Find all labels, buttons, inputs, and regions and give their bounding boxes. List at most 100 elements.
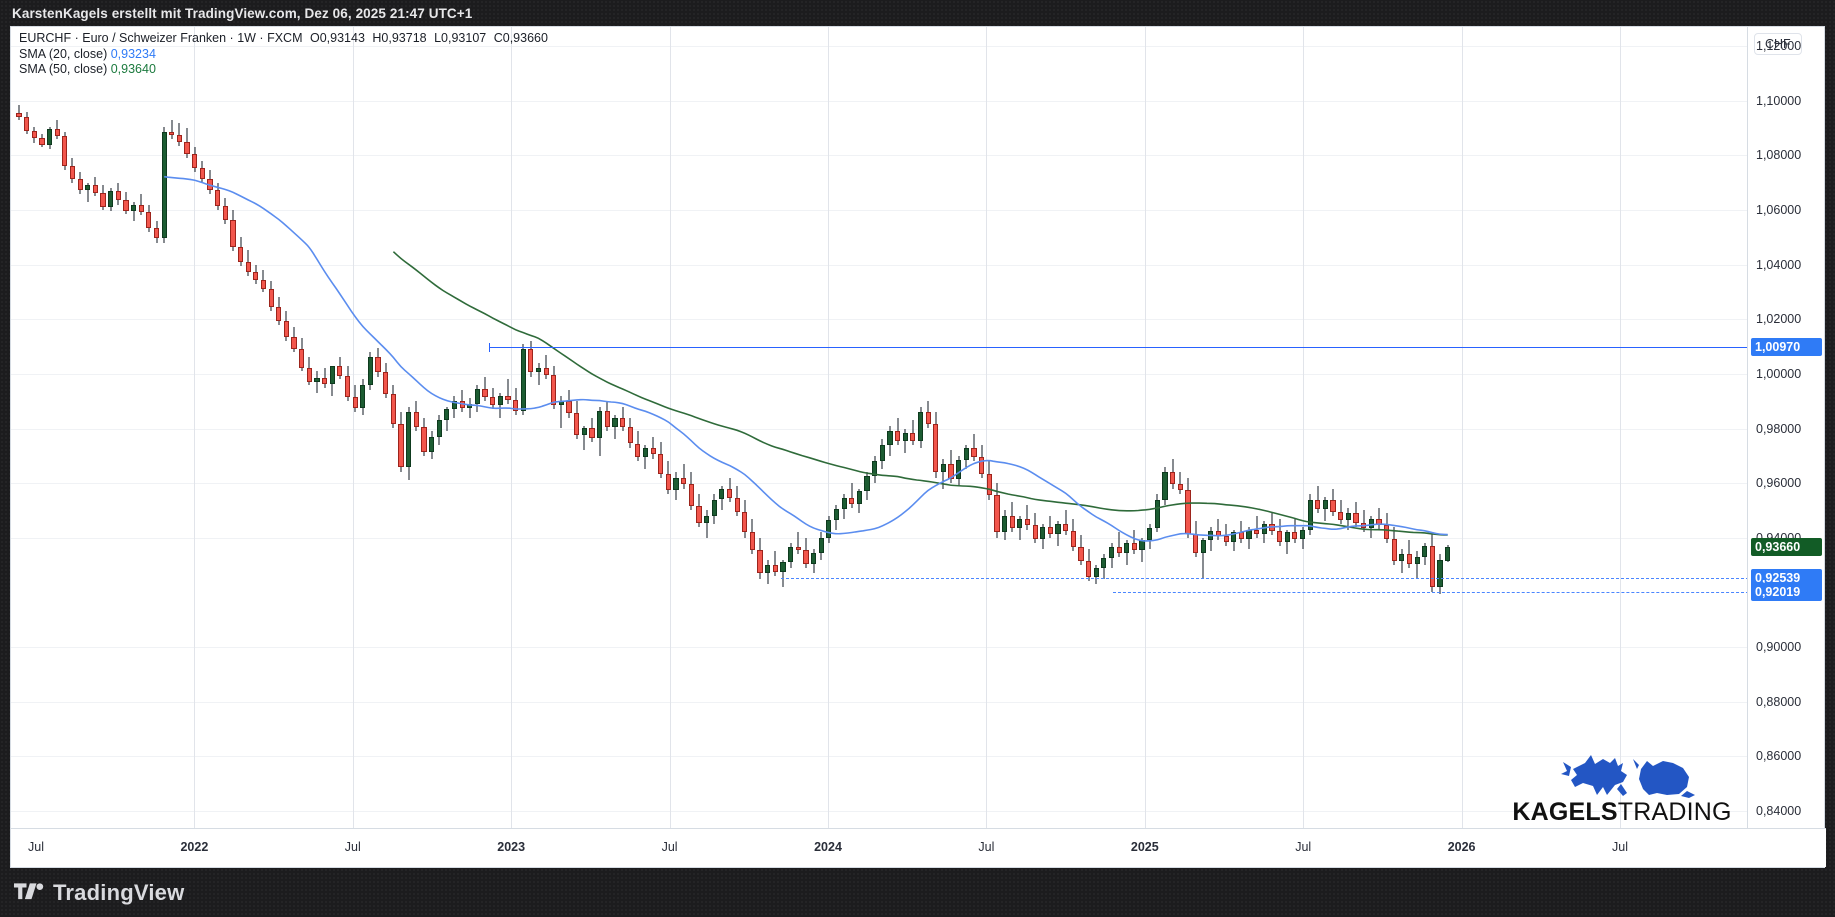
candle-body [612,417,618,428]
candlestick [421,417,427,456]
price-scale[interactable]: CHF 1,12000 1,10000 1,08000 1,06000 1,04000 1… [1747,27,1824,830]
legend-sep-1: · [74,31,79,45]
candle-body [314,377,320,382]
footer-bar: TradingView [0,868,1835,917]
candle-body [841,498,847,510]
candlestick [482,376,488,402]
candlestick [1139,537,1145,563]
time-tick-label: 2024 [814,840,842,854]
candle-body [742,511,748,533]
candlestick [115,182,121,205]
horizontal-ray-092539[interactable] [780,577,1749,579]
candle-body [1284,532,1290,542]
legend-interval[interactable]: 1W [237,31,256,45]
candlestick [253,264,259,284]
candle-body [971,447,977,458]
candle-wick [469,398,471,418]
candlestick [1330,488,1336,516]
candlestick [245,249,251,276]
candlestick [1177,472,1183,495]
candlestick [39,133,45,148]
candle-body [421,427,427,452]
candle-body [1177,484,1183,490]
candle-body [1353,513,1359,523]
candle-body [589,428,595,439]
candlestick [1131,529,1138,555]
price-badge-092019[interactable]: 0,92019 [1751,582,1822,601]
candlestick [161,126,167,243]
candlestick [757,537,763,579]
candlestick [1208,526,1214,552]
candlestick [344,365,351,402]
candlestick [1315,485,1321,514]
candlestick [864,472,870,500]
time-tick-label: Jul [28,840,44,854]
price-badge-100970[interactable]: 1,00970 [1751,338,1822,357]
legend-sma20-value: 0,93234 [110,46,156,61]
candlestick [948,450,954,484]
candle-wick [797,532,799,555]
chart-panel[interactable]: KAGELSTRADING EURCHF · Euro / Schweizer … [10,26,1826,868]
price-badge-093660[interactable]: 0,93660 [1751,538,1822,557]
legend-symbol-row[interactable]: EURCHF · Euro / Schweizer Franken · 1W ·… [19,31,548,47]
candle-wick [1065,510,1067,536]
candle-body [497,395,503,406]
horizontal-ray-092019[interactable] [1112,591,1749,593]
candle-body [810,552,817,564]
candle-body [1001,515,1008,533]
candle-body [1055,524,1061,534]
legend-sma50-row[interactable]: SMA (50, close) 0,93640 [19,62,548,78]
candlestick [1307,494,1313,536]
candlestick [276,297,282,325]
candlestick [1093,565,1099,585]
candle-body [1116,547,1122,553]
candlestick [658,442,664,478]
candle-body [115,191,121,201]
candle-body [490,397,496,406]
candlestick [398,412,404,473]
candle-body [245,261,251,273]
candle-body [85,185,91,191]
price-tick-label: 1,00000 [1756,366,1802,381]
time-gridline [352,27,354,830]
time-gridline [511,27,513,830]
candlestick [704,510,710,538]
candle-body [344,376,351,398]
price-tick-label: 0,90000 [1756,640,1802,654]
candle-body [1200,540,1206,553]
chart-plot-area[interactable]: KAGELSTRADING EURCHF · Euro / Schweizer … [11,27,1749,830]
candlestick [971,433,977,462]
candlestick [1154,494,1160,533]
price-gridline [11,810,1749,812]
candlestick [1445,545,1451,563]
legend-sma20-row[interactable]: SMA (20, close) 0,93234 [19,47,548,63]
candlestick [642,444,649,470]
candle-body [933,424,939,473]
candlestick [612,414,618,440]
currency-badge[interactable]: CHF [1754,33,1802,55]
candle-wick [706,510,708,538]
ray-start-handle[interactable] [488,343,490,353]
legend-open: O0,93143 [309,31,365,45]
candle-body [169,132,175,135]
candle-body [428,436,435,452]
candlestick [1101,554,1107,579]
candle-body [681,477,687,485]
candle-body [184,142,190,154]
candle-wick [782,559,784,587]
candle-body [1170,472,1176,485]
horizontal-ray-100970[interactable] [488,347,1749,349]
legend-symbol[interactable]: EURCHF [19,31,72,45]
candlestick [1292,518,1298,544]
candlestick [1024,504,1031,530]
chart-legend[interactable]: EURCHF · Euro / Schweizer Franken · 1W ·… [19,31,548,78]
price-badge-092539[interactable]: 0,92539 [1751,568,1822,587]
candlestick [1147,524,1153,549]
kagels-wordmark: KAGELSTRADING [1511,797,1733,827]
time-scale[interactable]: Jul 2022 Jul 2023 Jul 2024 Jul 2025 Jul 2026 Jul [11,828,1826,867]
candle-body [604,410,610,428]
candle-body [329,365,335,385]
candlestick [314,371,320,393]
candle-body [474,388,480,404]
tradingview-brand[interactable]: TradingView [0,880,184,906]
